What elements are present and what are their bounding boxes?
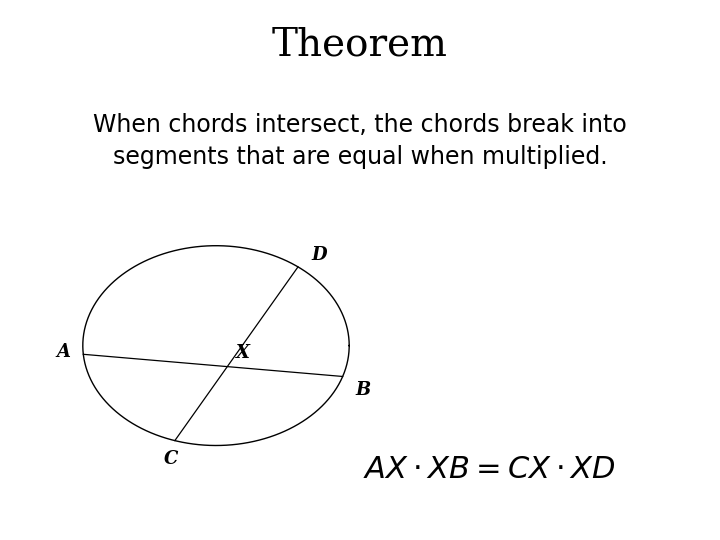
Text: B: B <box>356 381 371 399</box>
Text: $\mathit{AX} \cdot \mathit{XB} = \mathit{CX} \cdot \mathit{XD}$: $\mathit{AX} \cdot \mathit{XB} = \mathit… <box>363 454 616 485</box>
Text: C: C <box>164 450 179 468</box>
Text: D: D <box>311 246 327 264</box>
Text: A: A <box>56 342 71 361</box>
Text: X: X <box>236 345 250 362</box>
Text: When chords intersect, the chords break into
segments that are equal when multip: When chords intersect, the chords break … <box>93 113 627 169</box>
Text: Theorem: Theorem <box>272 27 448 64</box>
